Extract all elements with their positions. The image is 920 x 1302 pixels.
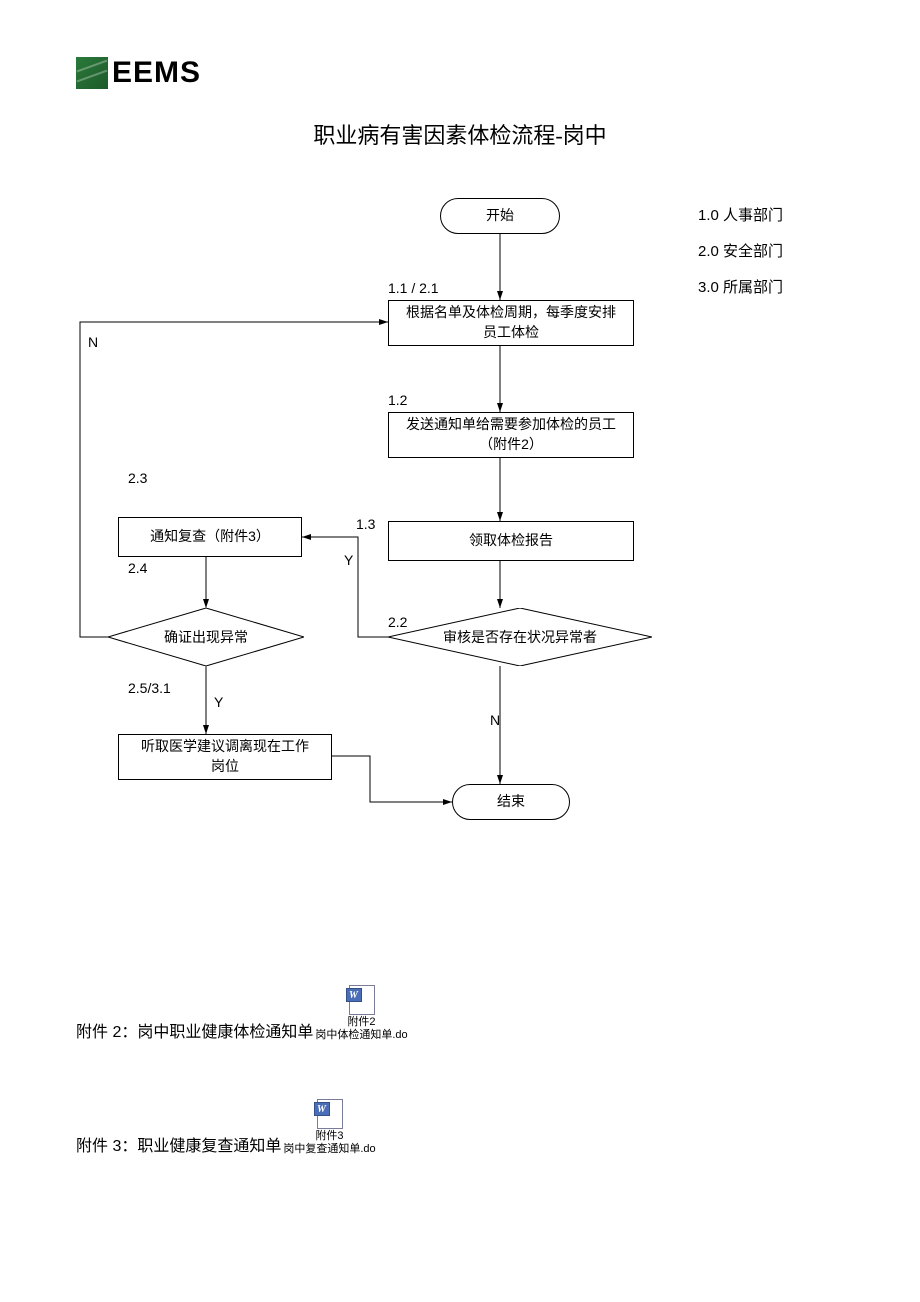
edge-label-y: Y bbox=[344, 552, 353, 568]
node-text: 结束 bbox=[497, 792, 525, 812]
node-process-13: 领取体检报告 bbox=[388, 521, 634, 561]
attachment-row: 附件 2：岗中职业健康体检通知单 W 附件2 岗中体检通知单.do bbox=[76, 984, 408, 1042]
word-doc-icon[interactable]: W bbox=[348, 984, 376, 1016]
node-text: 审核是否存在状况异常者 bbox=[388, 608, 652, 666]
flowchart: N Y N Y 开始 1.1 / 2.1 根据名单及体检周期，每季度安排 员工体… bbox=[0, 0, 920, 850]
attachment-label: 附件 3：职业健康复查通知单 bbox=[76, 1132, 281, 1156]
node-text: 领取体检报告 bbox=[469, 531, 553, 551]
node-label-11: 1.1 / 2.1 bbox=[388, 280, 439, 296]
node-process-23: 通知复查（附件3） bbox=[118, 517, 302, 557]
attachment-caption: 附件2 bbox=[347, 1016, 375, 1029]
node-process-11: 根据名单及体检周期，每季度安排 员工体检 bbox=[388, 300, 634, 346]
node-label-13: 1.3 bbox=[356, 516, 375, 532]
attachment-label: 附件 2：岗中职业健康体检通知单 bbox=[76, 1018, 313, 1042]
edge-label-n: N bbox=[490, 712, 500, 728]
node-text: 确证出现异常 bbox=[108, 608, 304, 666]
node-text: 通知复查（附件3） bbox=[150, 527, 270, 547]
node-process-25: 听取医学建议调离现在工作 岗位 bbox=[118, 734, 332, 780]
node-label-23: 2.3 bbox=[128, 470, 147, 486]
node-label-25: 2.5/3.1 bbox=[128, 680, 171, 696]
attachment-row: 附件 3：职业健康复查通知单 W 附件3 岗中复查通知单.do bbox=[76, 1098, 376, 1156]
node-text: 开始 bbox=[486, 206, 514, 226]
word-doc-icon[interactable]: W bbox=[316, 1098, 344, 1130]
edge-label-y: Y bbox=[214, 694, 223, 710]
node-text: 根据名单及体检周期，每季度安排 员工体检 bbox=[406, 303, 616, 342]
node-process-12: 发送通知单给需要参加体检的员工 （附件2） bbox=[388, 412, 634, 458]
node-text: 听取医学建议调离现在工作 岗位 bbox=[141, 737, 309, 776]
edge-label-n: N bbox=[88, 334, 98, 350]
node-label-24: 2.4 bbox=[128, 560, 147, 576]
node-end: 结束 bbox=[452, 784, 570, 820]
attachment-filename: 岗中复查通知单.do bbox=[283, 1143, 375, 1156]
node-label-12: 1.2 bbox=[388, 392, 407, 408]
attachment-caption: 附件3 bbox=[315, 1130, 343, 1143]
node-decision-24: 确证出现异常 bbox=[108, 608, 304, 666]
attachment-filename: 岗中体检通知单.do bbox=[315, 1029, 407, 1042]
node-text: 发送通知单给需要参加体检的员工 （附件2） bbox=[406, 415, 616, 454]
node-start: 开始 bbox=[440, 198, 560, 234]
node-decision-22: 审核是否存在状况异常者 bbox=[388, 608, 652, 666]
